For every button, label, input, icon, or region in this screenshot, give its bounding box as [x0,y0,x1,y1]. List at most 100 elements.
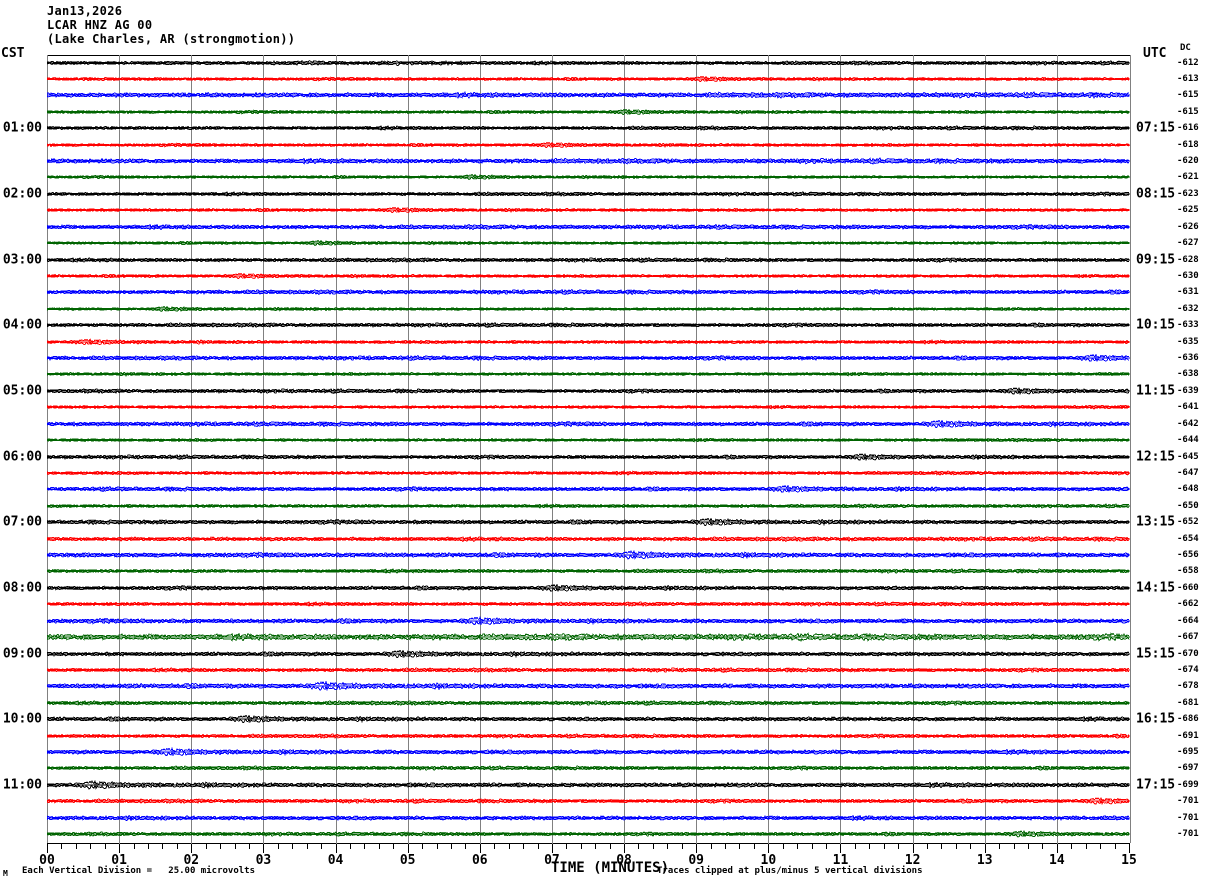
dc-value: -656 [1177,550,1199,560]
x-tick-minor [826,844,827,849]
x-tick-label-07: 07 [544,853,560,868]
dc-value: -615 [1177,106,1199,117]
dc-value: -686 [1177,714,1199,725]
cst-hour-label-0400: 04:00 [2,317,42,333]
x-tick-minor [148,844,149,849]
dc-value: -638 [1177,369,1199,380]
grid-line-minute-08 [624,55,626,844]
x-tick-label-00: 00 [39,853,55,868]
trace-row [47,68,1130,90]
x-tick-label-12: 12 [904,853,921,868]
dc-value: -626 [1177,221,1199,232]
x-tick-minor [1014,844,1015,849]
utc-hour-label-1615: 16:15 [1136,711,1176,727]
trace-row [47,823,1130,845]
x-tick-minor [90,844,91,849]
x-tick-major [1057,844,1058,853]
utc-hour-label-1315: 13:15 [1136,514,1176,530]
x-tick-minor [350,844,351,849]
x-tick-major [408,844,409,853]
dc-value: -633 [1177,320,1199,331]
dc-value: -621 [1177,172,1199,183]
dc-value: -664 [1177,615,1199,626]
dc-value: -627 [1177,238,1199,249]
cst-hour-label-0600: 06:00 [2,449,42,464]
trace-row [47,249,1130,271]
utc-hour-label-1715: 17:15 [1136,777,1176,793]
utc-hour-label-0915: 09:15 [1136,252,1176,267]
x-tick-label-14: 14 [1049,853,1065,868]
trace-row [47,659,1130,681]
dc-value: -635 [1177,336,1199,347]
x-tick-minor [307,844,308,849]
dc-value: -681 [1177,697,1199,708]
axis-label-dc: DC [1180,43,1191,53]
cst-hour-label-1000: 10:00 [2,711,42,727]
dc-value: -701 [1177,812,1199,823]
x-tick-major [552,844,553,853]
x-tick-minor [292,844,293,849]
x-tick-minor [134,844,135,849]
x-tick-minor [437,844,438,849]
x-tick-minor [610,844,611,849]
header-location: (Lake Charles, AR (strongmotion)) [47,32,296,46]
x-tick-minor [451,844,452,849]
x-tick-minor [941,844,942,849]
x-tick-minor [379,844,380,849]
trace-row [47,281,1130,303]
trace-row [47,577,1130,599]
dc-value: -650 [1177,500,1199,511]
grid-line-minute-04 [335,55,337,844]
x-tick-minor [783,844,784,849]
seismogram-plot[interactable] [47,55,1131,843]
trace-row [47,593,1130,615]
dc-value: -645 [1177,451,1199,462]
x-tick-label-05: 05 [399,853,416,868]
x-tick-minor [1100,844,1101,849]
dc-value: -620 [1177,156,1199,166]
x-tick-label-03: 03 [255,853,272,868]
grid-line-minute-05 [407,55,409,844]
x-tick-minor [278,844,279,849]
cst-hour-label-0700: 07:00 [2,514,42,530]
trace-row [47,610,1130,632]
grid-line-minute-06 [479,55,481,844]
dc-value: -691 [1177,730,1199,741]
x-tick-minor [220,844,221,849]
x-tick-minor [725,844,726,849]
dc-value: -630 [1177,270,1199,281]
trace-row [47,199,1130,221]
grid-line-minute-14 [1056,55,1058,844]
header-block: Jan13,2026 LCAR HNZ AG 00 (Lake Charles,… [47,4,295,46]
trace-row [47,692,1130,714]
dc-value: -647 [1177,467,1199,478]
x-tick-major [480,844,481,853]
x-tick-minor [581,844,582,849]
footer-clip-note: Traces clipped at plus/minus 5 vertical … [657,866,923,876]
x-tick-minor [566,844,567,849]
x-axis-title: TIME (MINUTES) [551,860,670,876]
dc-value: -660 [1177,582,1199,593]
trace-row [47,52,1130,74]
trace-row [47,150,1130,172]
x-tick-minor [667,844,668,849]
x-tick-major [840,844,841,853]
grid-line-minute-13 [984,55,986,844]
x-tick-minor [638,844,639,849]
trace-row [47,101,1130,123]
trace-row [47,265,1130,287]
grid-line-minute-11 [840,55,842,844]
x-tick-major [913,844,914,853]
x-tick-major [768,844,769,853]
trace-row [47,331,1130,353]
footer-corner-mark: M [3,869,8,878]
plot-top-border [47,55,1130,56]
x-tick-major [624,844,625,853]
trace-row [47,298,1130,320]
cst-hour-label-0300: 03:00 [2,252,42,267]
dc-value: -652 [1177,517,1199,528]
x-tick-minor [538,844,539,849]
utc-hour-label-1415: 14:15 [1136,580,1176,596]
x-tick-minor [422,844,423,849]
trace-row [47,314,1130,336]
